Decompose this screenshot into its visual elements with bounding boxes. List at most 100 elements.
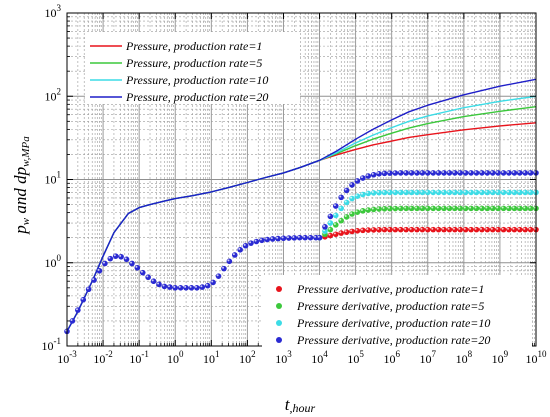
derivative-point-highlight [452, 206, 455, 209]
derivative-point [495, 205, 501, 212]
derivative-point [457, 226, 464, 233]
derivative-point-highlight [167, 285, 170, 288]
derivative-point-highlight [415, 206, 418, 209]
derivative-point-highlight [447, 171, 450, 174]
derivative-point-highlight [507, 227, 510, 230]
x-axis-title: t,hour [285, 395, 316, 415]
derivative-point-highlight [442, 190, 445, 193]
derivative-point [338, 194, 344, 201]
derivative-point-highlight [496, 206, 499, 209]
derivative-point-highlight [162, 284, 165, 287]
y-tick-base: 10 [45, 89, 57, 103]
legend-line-label: Pressure, production rate=20 [125, 90, 268, 104]
derivative-point [424, 170, 431, 176]
derivative-point [479, 189, 485, 196]
derivative-point-highlight [344, 188, 347, 191]
derivative-point-highlight [314, 235, 317, 238]
derivative-point [307, 234, 314, 241]
derivative-point-highlight [333, 232, 336, 235]
x-tick-base: 10 [203, 352, 215, 366]
derivative-point [408, 170, 415, 176]
derivative-point [332, 231, 339, 238]
y-tick-base: 10 [45, 256, 57, 270]
derivative-point [248, 240, 254, 246]
legend-points-box [262, 275, 532, 347]
derivative-point [522, 189, 528, 196]
derivative-point-highlight [469, 190, 472, 193]
derivative-point [392, 205, 399, 212]
derivative-point [354, 209, 361, 215]
y-tick-label: 10-1 [42, 336, 62, 353]
derivative-point-highlight [517, 190, 520, 193]
derivative-point-highlight [344, 215, 347, 218]
derivative-point [446, 226, 453, 233]
derivative-point [484, 170, 491, 176]
derivative-point-highlight [496, 190, 499, 193]
x-tick-base: 10 [311, 352, 323, 366]
derivative-point [408, 226, 415, 233]
derivative-point [452, 170, 458, 176]
derivative-point [392, 170, 399, 176]
derivative-point [441, 189, 447, 196]
derivative-point-highlight [222, 266, 225, 269]
derivative-point [338, 217, 344, 224]
derivative-point [302, 234, 308, 241]
derivative-point-highlight [517, 206, 520, 209]
derivative-point-highlight [463, 206, 466, 209]
derivative-point-highlight [81, 297, 84, 300]
derivative-point-highlight [415, 171, 418, 174]
x-tick-exponent: -3 [69, 349, 77, 359]
derivative-point [381, 205, 388, 212]
derivative-point [522, 170, 528, 176]
derivative-point [397, 189, 404, 196]
y-tick-label: 103 [45, 3, 62, 20]
x-tick-base: 10 [420, 352, 432, 366]
derivative-point [500, 170, 507, 176]
derivative-point-highlight [425, 206, 428, 209]
derivative-point [194, 285, 200, 291]
derivative-point-highlight [360, 192, 363, 195]
derivative-point [479, 226, 485, 233]
derivative-point [414, 226, 420, 233]
x-tick-base: 10 [347, 352, 359, 366]
x-tick-labels: 10-3 10-2 10-1 100 101 102 103 104 105 106 107 108 1… [57, 349, 547, 366]
derivative-point-highlight [528, 171, 531, 174]
derivative-point [506, 226, 512, 233]
derivative-point [522, 226, 528, 233]
derivative-point [360, 191, 366, 198]
derivative-point [403, 226, 409, 233]
derivative-point [435, 205, 442, 212]
derivative-point [435, 226, 442, 233]
derivative-point [322, 224, 328, 230]
derivative-point-highlight [398, 190, 401, 193]
derivative-point [452, 226, 458, 233]
derivative-point [376, 206, 382, 212]
x-tick-exponent: -2 [105, 349, 113, 359]
derivative-point-highlight [409, 227, 412, 230]
derivative-point-highlight [360, 208, 363, 211]
derivative-point-highlight [360, 228, 363, 231]
derivative-point [327, 232, 334, 239]
derivative-point [419, 205, 426, 212]
derivative-point [441, 205, 447, 212]
derivative-point [484, 226, 491, 233]
derivative-point-highlight [333, 204, 336, 207]
x-tick-base: 10 [57, 352, 69, 366]
derivative-point [215, 273, 222, 279]
derivative-point-highlight [249, 241, 252, 244]
x-tick-exponent: 10 [538, 349, 548, 359]
derivative-point-highlight [442, 227, 445, 230]
derivative-point-highlight [452, 227, 455, 230]
derivative-point [479, 205, 485, 212]
derivative-point-highlight [474, 206, 477, 209]
derivative-point [506, 189, 512, 196]
derivative-point-highlight [317, 235, 320, 238]
x-tick-label: 10-3 [57, 349, 77, 366]
derivative-point-highlight [458, 227, 461, 230]
derivative-point-highlight [270, 237, 273, 240]
derivative-point-highlight [97, 268, 100, 271]
derivative-point-highlight [523, 190, 526, 193]
derivative-point [446, 205, 453, 212]
pressure-line [66, 78, 537, 332]
derivative-point [462, 226, 469, 233]
